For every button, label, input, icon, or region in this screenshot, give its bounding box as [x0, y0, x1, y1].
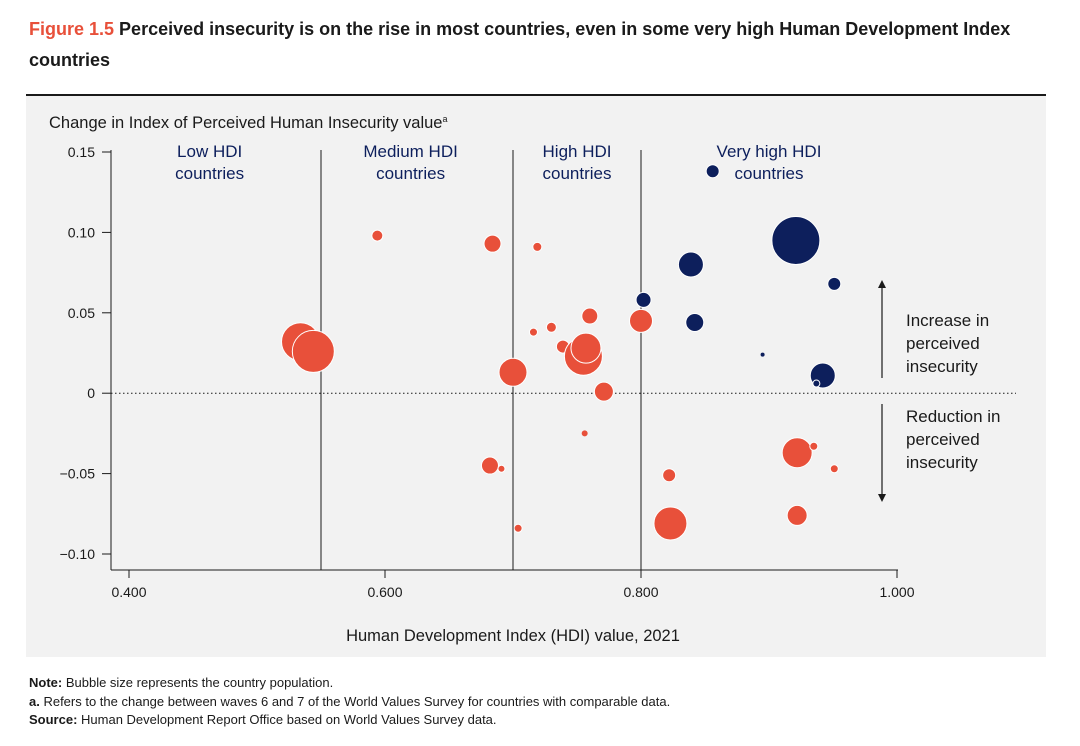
- hdi-group-label: countries: [735, 164, 804, 183]
- low-medium-high-hdi-bubble: [497, 464, 506, 473]
- note-label: Note:: [29, 675, 63, 690]
- very-high-hdi-bubble: [705, 164, 720, 179]
- y-axis-title-superscript: a: [442, 114, 447, 124]
- hdi-group-label: High HDI: [543, 142, 612, 161]
- note-text: Bubble size represents the country popul…: [62, 675, 334, 690]
- title-divider: [26, 94, 1046, 96]
- low-medium-high-hdi-bubble: [593, 381, 614, 402]
- very-high-hdi-bubble: [635, 291, 652, 308]
- y-tick-label: −0.10: [60, 546, 96, 562]
- footnote-a-text: Refers to the change between waves 6 and…: [39, 693, 671, 709]
- hdi-group-label: countries: [543, 164, 612, 183]
- figure-title: Figure 1.5 Perceived insecurity is on th…: [29, 14, 1039, 76]
- low-medium-high-hdi-bubble: [483, 234, 502, 253]
- very-high-hdi-bubble: [771, 215, 821, 265]
- low-medium-high-hdi-bubble: [545, 321, 557, 333]
- low-medium-high-hdi-bubble: [371, 229, 384, 242]
- figure-label: Figure 1.5: [29, 19, 115, 39]
- y-axis-title: Change in Index of Perceived Human Insec…: [49, 114, 448, 132]
- increase-annotation-label: insecurity: [906, 357, 978, 376]
- x-tick-label: 0.600: [367, 584, 402, 600]
- reduction-annotation-label: Reduction in: [906, 407, 1001, 426]
- hdi-group-label: countries: [376, 164, 445, 183]
- y-tick-label: 0.10: [68, 224, 95, 240]
- x-tick-label: 1.000: [879, 584, 914, 600]
- y-tick-label: 0.15: [68, 144, 95, 160]
- low-medium-high-hdi-bubble: [480, 456, 499, 475]
- low-medium-high-hdi-bubble: [786, 504, 808, 526]
- low-medium-high-hdi-bubble: [653, 506, 688, 541]
- chart-panel: 0.15 0.10 0.05 0 −0.05 −0.10 0.400 0.600 0.800 1.…: [26, 96, 1046, 657]
- x-tick-label: 0.400: [111, 584, 146, 600]
- hdi-group-label: Low HDI: [177, 142, 242, 161]
- note-line: Note: Bubble size represents the country…: [29, 674, 1049, 693]
- low-medium-high-hdi-bubble: [809, 441, 819, 451]
- hdi-group-label: countries: [175, 164, 244, 183]
- hdi-group-label: Very high HDI: [717, 142, 822, 161]
- y-tick-label: 0: [87, 385, 95, 401]
- x-tick-label: 0.800: [623, 584, 658, 600]
- increase-annotation-label: perceived: [906, 334, 980, 353]
- very-high-hdi-bubble: [827, 276, 842, 291]
- hdi-group-label: Medium HDI: [363, 142, 457, 161]
- low-medium-high-hdi-bubble: [291, 329, 335, 373]
- source-text: Human Development Report Office based on…: [77, 712, 497, 727]
- figure-title-text: Perceived insecurity is on the rise in m…: [29, 19, 1011, 70]
- low-medium-high-hdi-bubble: [629, 308, 653, 333]
- x-axis-title: Human Development Index (HDI) value, 202…: [346, 627, 680, 645]
- very-high-hdi-bubble: [685, 312, 705, 332]
- low-medium-high-hdi-bubble: [528, 327, 538, 337]
- y-tick-label: 0.05: [68, 305, 95, 321]
- source-line: Source: Human Development Report Office …: [29, 711, 1049, 730]
- low-medium-high-hdi-bubble: [532, 241, 543, 252]
- footnote-a-line: a. Refers to the change between waves 6 …: [29, 693, 1049, 712]
- low-medium-high-hdi-bubble: [570, 332, 602, 364]
- footnote-a-label: a.: [29, 693, 40, 709]
- low-medium-high-hdi-bubble: [662, 468, 677, 483]
- low-medium-high-hdi-bubble: [581, 430, 588, 437]
- source-label: Source:: [29, 712, 78, 727]
- chart-notes: Note: Bubble size represents the country…: [29, 674, 1049, 730]
- increase-annotation-label: Increase in: [906, 311, 989, 330]
- low-medium-high-hdi-bubble: [829, 464, 839, 474]
- very-high-hdi-bubble: [677, 251, 704, 278]
- low-medium-high-hdi-bubble: [781, 437, 813, 469]
- reduction-annotation-label: perceived: [906, 430, 980, 449]
- very-high-hdi-bubble: [760, 352, 765, 357]
- reduction-annotation-label: insecurity: [906, 453, 978, 472]
- very-high-hdi-bubble: [812, 379, 821, 388]
- low-medium-high-hdi-bubble: [513, 523, 523, 533]
- bubble-chart: 0.15 0.10 0.05 0 −0.05 −0.10 0.400 0.600 0.800 1.…: [49, 114, 1016, 645]
- y-tick-label: −0.05: [60, 466, 96, 482]
- low-medium-high-hdi-bubble: [498, 357, 528, 387]
- low-medium-high-hdi-bubble: [581, 307, 599, 325]
